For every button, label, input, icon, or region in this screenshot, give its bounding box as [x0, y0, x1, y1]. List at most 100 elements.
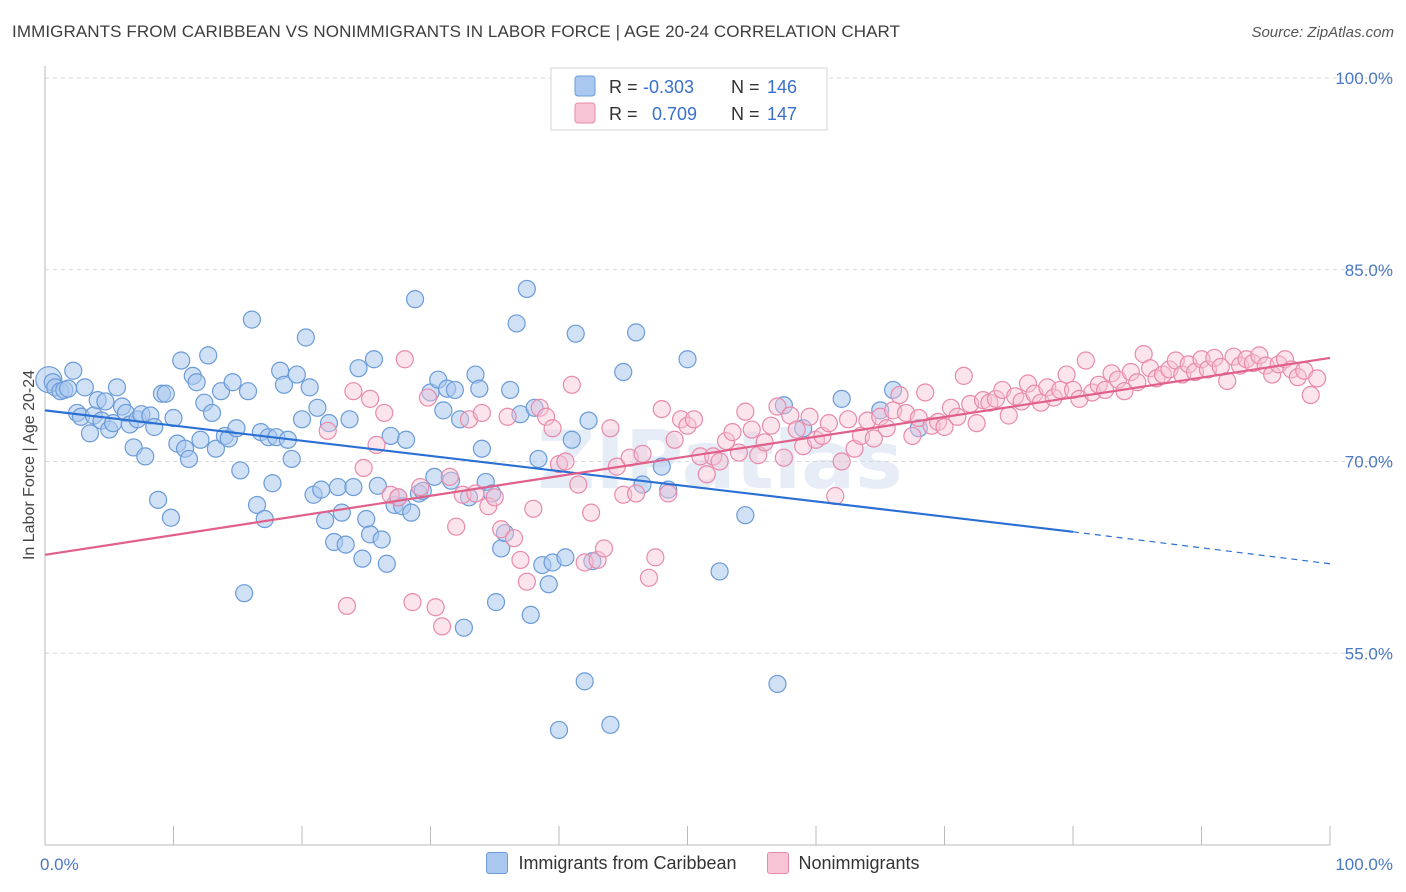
y-tick-labels: 55.0% 70.0% 85.0% 100.0%	[1335, 69, 1393, 663]
point-nonimmigrants	[601, 419, 620, 438]
point-immigrants	[274, 375, 294, 394]
point-nonimmigrants	[440, 467, 459, 486]
point-immigrants	[282, 449, 301, 469]
point-immigrants	[145, 417, 164, 437]
point-nonimmigrants	[447, 517, 466, 536]
bottom-legend-item-nonimmigrants: Nonimmigrants	[766, 852, 920, 874]
point-nonimmigrants	[389, 488, 408, 507]
point-nonimmigrants	[684, 410, 704, 429]
point-nonimmigrants	[954, 366, 973, 385]
point-immigrants	[871, 401, 890, 420]
point-immigrants	[626, 323, 646, 342]
point-immigrants	[263, 474, 282, 493]
point-immigrants	[507, 314, 526, 333]
point-immigrants	[517, 279, 536, 299]
axes	[44, 66, 1331, 846]
point-nonimmigrants	[504, 529, 524, 548]
point-immigrants	[172, 351, 191, 370]
point-immigrants	[445, 380, 465, 400]
trend-line-immigrants-extension	[1072, 531, 1331, 565]
point-nonimmigrants	[1301, 385, 1320, 405]
point-nonimmigrants	[418, 388, 438, 407]
point-immigrants	[235, 584, 254, 603]
point-immigrants	[539, 575, 558, 594]
point-nonimmigrants	[1308, 369, 1327, 388]
point-nonimmigrants	[543, 419, 562, 438]
point-nonimmigrants	[986, 389, 1006, 408]
point-immigrants	[402, 503, 421, 522]
point-immigrants	[562, 430, 581, 449]
point-immigrants	[579, 411, 598, 430]
point-immigrants	[206, 439, 226, 458]
point-nonimmigrants	[755, 433, 774, 452]
point-immigrants	[470, 379, 489, 398]
point-immigrants	[396, 430, 416, 449]
point-immigrants	[566, 324, 585, 343]
point-immigrants	[357, 509, 376, 529]
point-nonimmigrants	[492, 520, 511, 539]
point-nonimmigrants	[935, 417, 954, 437]
point-immigrants	[710, 562, 729, 581]
point-nonimmigrants	[426, 598, 445, 617]
point-immigrants	[148, 490, 168, 509]
point-nonimmigrants	[530, 398, 549, 417]
point-nonimmigrants	[633, 444, 652, 463]
point-nonimmigrants	[594, 539, 614, 558]
point-nonimmigrants	[710, 452, 729, 471]
point-nonimmigrants	[344, 382, 363, 401]
point-nonimmigrants	[877, 419, 896, 438]
trend-lines	[44, 356, 1331, 565]
point-nonimmigrants	[556, 452, 575, 471]
point-nonimmigrants	[864, 429, 883, 448]
point-nonimmigrants	[774, 448, 793, 467]
point-immigrants	[340, 410, 359, 429]
point-immigrants	[601, 715, 620, 734]
point-nonimmigrants	[832, 452, 851, 471]
point-nonimmigrants	[354, 458, 373, 477]
y-tick-label-0: 55.0%	[1345, 644, 1393, 663]
point-immigrants	[300, 378, 319, 397]
point-nonimmigrants	[839, 410, 858, 429]
point-nonimmigrants	[562, 375, 581, 394]
point-immigrants	[187, 373, 206, 392]
point-immigrants	[556, 548, 575, 567]
point-immigrants	[521, 605, 540, 625]
point-immigrants	[774, 396, 793, 415]
point-nonimmigrants	[511, 550, 530, 570]
point-immigrants	[832, 389, 851, 408]
series-immigrants-points	[35, 279, 928, 740]
point-nonimmigrants	[1076, 351, 1095, 370]
point-nonimmigrants	[639, 568, 659, 587]
trend-line-nonimmigrants	[44, 356, 1331, 556]
point-nonimmigrants	[472, 403, 491, 423]
point-nonimmigrants	[1057, 365, 1076, 384]
grid-lines	[45, 77, 1392, 654]
legend-n-label-2: N =	[731, 104, 760, 124]
x-tick-labels: 0.0% 100.0%	[40, 855, 1393, 874]
legend-r-value-1: -0.303	[643, 77, 694, 97]
point-immigrants	[308, 398, 327, 417]
point-immigrants	[59, 379, 78, 398]
point-immigrants	[136, 447, 155, 466]
point-immigrants	[472, 439, 491, 458]
point-immigrants	[377, 554, 396, 573]
point-nonimmigrants	[524, 499, 543, 518]
point-immigrants	[652, 457, 671, 476]
point-immigrants	[614, 362, 633, 382]
point-nonimmigrants	[665, 430, 684, 449]
y-tick-label-1: 70.0%	[1345, 453, 1393, 472]
point-immigrants	[434, 401, 453, 420]
point-immigrants	[292, 410, 312, 429]
point-immigrants	[501, 380, 520, 400]
legend-n-value-2: 147	[767, 104, 797, 124]
point-immigrants	[794, 419, 813, 438]
point-immigrants	[319, 414, 339, 433]
x-tick-label-0: 0.0%	[40, 855, 79, 874]
point-nonimmigrants	[517, 572, 536, 591]
point-nonimmigrants	[787, 420, 806, 439]
legend-swatch-blue	[574, 75, 596, 97]
point-nonimmigrants	[967, 414, 986, 433]
point-nonimmigrants	[318, 421, 337, 440]
point-immigrants	[454, 618, 474, 637]
